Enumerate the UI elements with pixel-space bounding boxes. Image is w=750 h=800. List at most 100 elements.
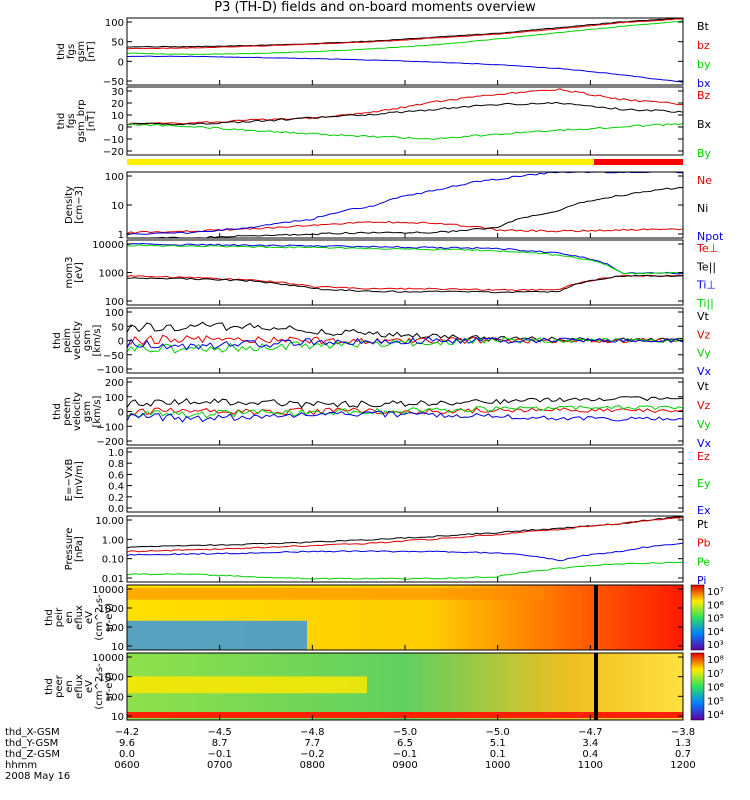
xaxis-row-label: thd_Y-GSM (5, 738, 58, 749)
colorbar-tick: 10⁶ (707, 600, 724, 611)
colorbar-tick: 10⁶ (707, 683, 724, 694)
ytick-label: 10000 (92, 240, 124, 251)
ytick-label: 0 (118, 408, 124, 419)
ytick-label: −100 (97, 422, 124, 433)
ylabel-line: [eV] (74, 262, 85, 283)
panel-frame (126, 239, 684, 306)
legend-Bt: Bt (697, 20, 710, 33)
legend-Vy: Vy (697, 418, 711, 431)
legend-Ti: Ti|| (696, 297, 714, 310)
series-line-Pt (126, 516, 684, 549)
xaxis-value: 0700 (207, 760, 232, 771)
ylabel-line: eflux (74, 674, 85, 699)
ylabel-line: eflux (74, 605, 85, 630)
series-line-Vy (126, 405, 684, 419)
ylabel-line: peir (54, 607, 65, 627)
colorbar-tick: 10⁸ (707, 655, 724, 666)
ylabel-line: gsm (82, 330, 93, 351)
ylabel-line: gsm_brp (76, 99, 87, 142)
series-line-by (126, 20, 684, 55)
ytick-label: −50 (103, 77, 124, 88)
ytick-label: 1000 (99, 269, 124, 280)
status-bar-red (594, 159, 683, 165)
legend-Pi: Pi (697, 574, 706, 587)
ylabel-line: gsm (76, 41, 87, 62)
ylabel-line: E=−VxB (64, 459, 75, 502)
ylabel-line: thd (56, 43, 67, 60)
ytick-label: −10 (103, 135, 124, 146)
panel-frame (126, 515, 684, 583)
ylabel-line: (cm^2-s- (94, 594, 105, 641)
series-line-Ni (127, 186, 684, 239)
xaxis-value: −4.7 (578, 727, 602, 738)
ylabel-line: eV (84, 680, 95, 693)
ylabel-line: [cm−3] (74, 186, 85, 224)
ylabel-line: thd (52, 332, 63, 349)
legend-Vx: Vx (697, 365, 712, 378)
series-line-Vx (126, 410, 684, 423)
xaxis-value: 7.7 (304, 738, 320, 749)
xaxis-value: −3.8 (671, 727, 695, 738)
ytick-label: 50 (111, 322, 124, 333)
ylabel-line: [nT] (86, 111, 97, 131)
ytick-label: 0.6 (108, 470, 124, 481)
panel-frame (126, 86, 684, 156)
legend-Vx: Vx (697, 437, 712, 450)
ylabel-line: velocity (72, 321, 83, 360)
xaxis-value: −4.2 (115, 727, 139, 738)
colorbar (690, 652, 705, 721)
colorbar-tick: 10⁵ (707, 696, 724, 707)
xaxis-value: 1000 (485, 760, 510, 771)
heatmap-high-band (127, 588, 544, 600)
xaxis-value: 6.5 (397, 738, 413, 749)
ylabel-line: mom3 (64, 257, 75, 289)
ylabel-line: [km/s] (92, 395, 103, 427)
series-line-Ti (127, 244, 684, 275)
colorbar-tick: 10⁴ (707, 627, 724, 638)
ylabel-line: (cm^2-s- (94, 663, 105, 710)
ytick-label: 1 (118, 230, 124, 241)
ylabel-line: sr-eV) (104, 603, 115, 632)
legend-Te: Te⊥ (696, 242, 718, 255)
ytick-label: 10000 (92, 653, 124, 664)
series-line-Pb (126, 516, 684, 553)
ytick-label: −200 (97, 437, 124, 448)
xaxis-value: 5.1 (490, 738, 506, 749)
ytick-label: 0 (118, 337, 124, 348)
ytick-label: 20 (111, 99, 124, 110)
ylabel-line: gsm (82, 401, 93, 422)
series-line-Bt (127, 17, 684, 48)
ylabel-line: [mV/m] (74, 461, 85, 499)
ytick-label: 0 (118, 123, 124, 134)
ytick-label: 0.01 (102, 574, 124, 585)
panel-4: Te⊥ Te|| Ti⊥ Ti|| 10000 1000 100 mom3 [eV] (64, 239, 718, 310)
ylabel-line: [nPa] (74, 536, 85, 562)
ylabel-line: eV (84, 611, 95, 624)
xaxis-value: 8.7 (212, 738, 228, 749)
legend-Ne: Ne (697, 174, 712, 187)
heatmap-gap (594, 585, 598, 650)
heatmap-low-band (127, 620, 307, 650)
ylabel-line: Density (64, 186, 75, 224)
xaxis-row-label: hhmm (5, 760, 37, 771)
xaxis-date: 2008 May 16 (5, 771, 70, 782)
legend-by: by (697, 58, 711, 71)
series-line-Vy (126, 337, 684, 354)
ytick-label: −100 (97, 365, 124, 376)
xaxis-value: 1200 (670, 760, 695, 771)
ytick-label: −20 (103, 147, 124, 158)
xaxis-row-label: thd_X-GSM (5, 727, 60, 738)
series-line-Bx (126, 101, 684, 126)
xaxis-value: 0.4 (582, 749, 598, 760)
ytick-label: 1000 (99, 604, 124, 615)
xaxis-value: −0.1 (393, 749, 417, 760)
ytick-label: 0 (118, 57, 124, 68)
xaxis-value: 0.1 (490, 749, 506, 760)
xaxis-value: −4.5 (208, 727, 232, 738)
legend-bx: bx (697, 77, 711, 90)
ytick-label: 0.10 (102, 555, 124, 566)
panel-7: Ez Ey Ex 1.00.80.60.40.20.0 E=−VxB [mV/m] (64, 447, 711, 517)
series-line-Vx (126, 336, 684, 351)
legend-Ez: Ez (697, 450, 710, 463)
